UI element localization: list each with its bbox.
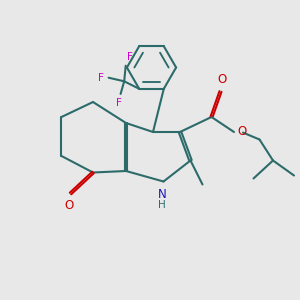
Text: O: O bbox=[64, 199, 74, 212]
Text: F: F bbox=[127, 52, 133, 61]
Text: O: O bbox=[218, 73, 226, 86]
Text: F: F bbox=[98, 73, 104, 83]
Text: N: N bbox=[158, 188, 166, 201]
Text: O: O bbox=[238, 125, 247, 138]
Text: H: H bbox=[158, 200, 166, 209]
Text: F: F bbox=[116, 98, 122, 108]
